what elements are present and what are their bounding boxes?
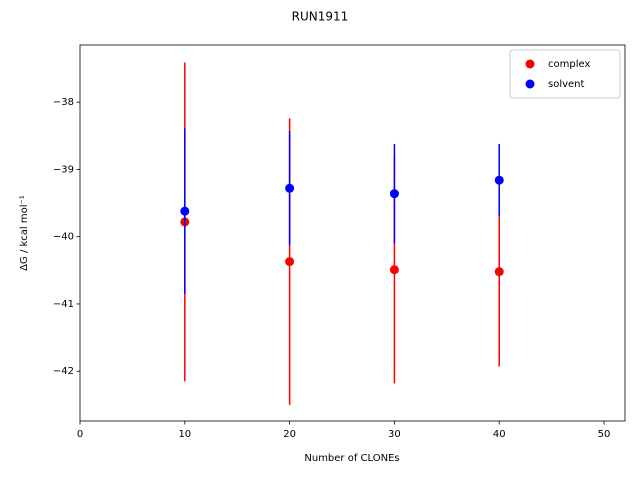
point	[285, 257, 295, 267]
x-tick-label: 40	[493, 429, 506, 440]
plot-frame	[79, 44, 626, 422]
x-tick-label: 10	[178, 429, 191, 440]
point	[389, 189, 399, 199]
y-tick-label: −38	[53, 97, 74, 108]
chart-title: RUN1911	[292, 10, 349, 24]
legend-marker	[525, 79, 535, 89]
y-tick-label: −41	[53, 299, 74, 310]
y-tick-label: −40	[53, 232, 74, 243]
x-axis-label: Number of CLONEs	[304, 453, 399, 464]
legend-label: solvent	[548, 79, 585, 90]
y-tick-label: −39	[53, 164, 74, 175]
x-tick-label: 30	[388, 429, 401, 440]
x-tick-label: 0	[77, 429, 83, 440]
legend-label: complex	[548, 59, 590, 70]
x-tick-label: 50	[598, 429, 611, 440]
point	[494, 175, 504, 185]
legend-marker	[525, 59, 535, 69]
point	[389, 265, 399, 275]
y-axis-label: ΔG / kcal mol⁻¹	[19, 195, 30, 271]
point	[285, 183, 295, 193]
legend-box	[509, 49, 621, 99]
y-tick-label: −42	[53, 366, 74, 377]
point	[180, 206, 190, 216]
point	[494, 267, 504, 277]
x-tick-label: 20	[283, 429, 296, 440]
